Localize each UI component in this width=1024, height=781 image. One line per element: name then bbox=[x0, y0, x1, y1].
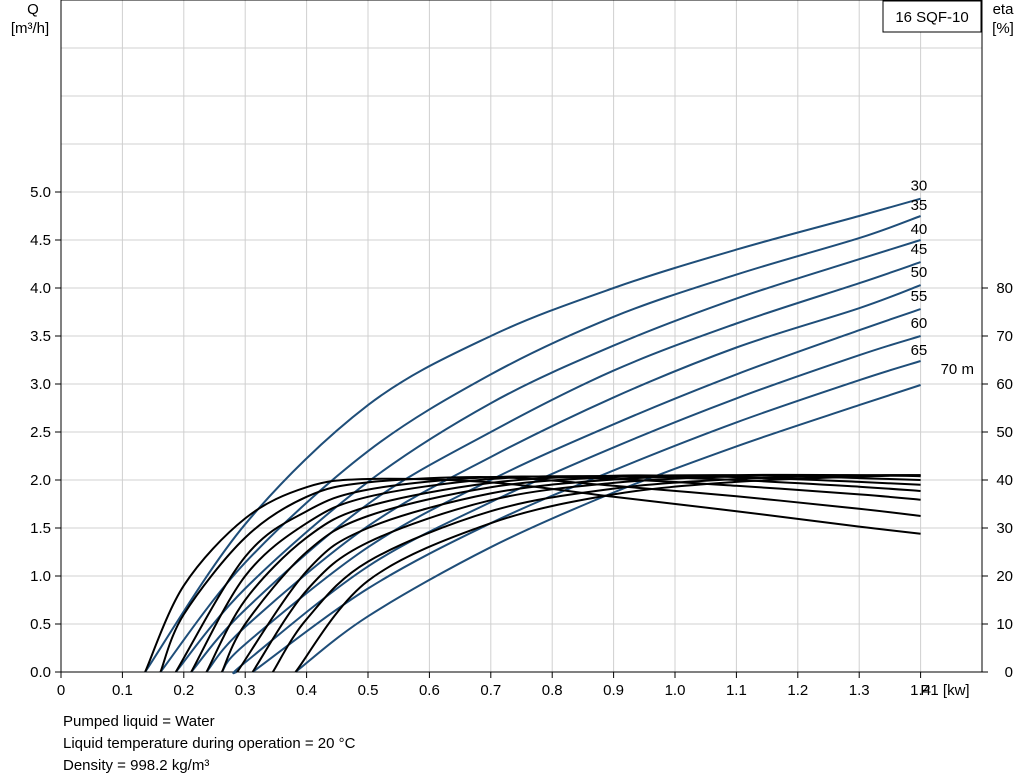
left-tick-label: 5.0 bbox=[30, 184, 51, 201]
right-tick-label: 0 bbox=[1005, 664, 1013, 681]
flow-curve-label: 55 bbox=[911, 288, 928, 305]
flow-curve-label: 45 bbox=[911, 241, 928, 258]
footnote-temperature: Liquid temperature during operation = 20… bbox=[63, 735, 356, 752]
right-tick-label: 60 bbox=[996, 376, 1013, 393]
flow-curve-label: 35 bbox=[911, 197, 928, 214]
flow-curve-labels: 30 35 40 45 50 55 60 65 70 m bbox=[911, 178, 974, 378]
flow-curve-55 bbox=[221, 308, 921, 673]
flow-curves bbox=[144, 197, 921, 675]
flow-curve-label: 50 bbox=[911, 264, 928, 281]
efficiency-curve-2 bbox=[159, 476, 921, 673]
right-tick-label: 10 bbox=[996, 616, 1013, 633]
right-axis-title-line2: [%] bbox=[992, 20, 1014, 37]
x-tick-label: 1.3 bbox=[849, 682, 870, 699]
right-tick-label: 70 bbox=[996, 328, 1013, 345]
x-tick-label: 1.4 bbox=[910, 682, 931, 699]
flow-curve-label: 65 bbox=[911, 342, 928, 359]
x-tick-label: 0 bbox=[57, 682, 65, 699]
left-tick-label: 4.0 bbox=[30, 280, 51, 297]
left-tick-label: 2.0 bbox=[30, 472, 51, 489]
flow-curve-45 bbox=[190, 261, 921, 673]
left-tick-label: 3.0 bbox=[30, 376, 51, 393]
flow-curve-40 bbox=[175, 239, 921, 673]
flow-curve-30 bbox=[144, 197, 921, 673]
chart-title: 16 SQF-10 bbox=[895, 9, 968, 26]
footnote-liquid: Pumped liquid = Water bbox=[63, 713, 215, 730]
right-tick-label: 30 bbox=[996, 520, 1013, 537]
left-tick-label: 1.0 bbox=[30, 568, 51, 585]
flow-curve-label: 70 m bbox=[941, 361, 974, 378]
x-tick-label: 0.8 bbox=[542, 682, 563, 699]
efficiency-curve-1 bbox=[144, 477, 921, 673]
right-axis-ticks: 0 10 20 30 40 50 60 70 80 bbox=[982, 280, 1013, 681]
right-tick-label: 80 bbox=[996, 280, 1013, 297]
flow-curve-65 bbox=[252, 360, 921, 673]
x-tick-label: 0.5 bbox=[358, 682, 379, 699]
right-tick-label: 40 bbox=[996, 472, 1013, 489]
efficiency-curve-9 bbox=[271, 474, 921, 673]
flow-curve-70m bbox=[294, 384, 921, 673]
left-tick-label: 0.0 bbox=[30, 664, 51, 681]
right-tick-label: 50 bbox=[996, 424, 1013, 441]
flow-curve-50 bbox=[205, 284, 921, 673]
x-axis-title: P1 [kw] bbox=[920, 682, 969, 699]
x-tick-label: 0.2 bbox=[173, 682, 194, 699]
left-axis-ticks: 0.0 0.5 1.0 1.5 2.0 2.5 3.0 3.5 4.0 4.5 5.0 bbox=[30, 184, 61, 681]
x-tick-label: 0.1 bbox=[112, 682, 133, 699]
x-axis-ticks: 0 0.1 0.2 0.3 0.4 0.5 0.6 0.7 0.8 0.9 1.0 1.1 1.2 1.3… bbox=[57, 672, 931, 699]
chart: 0 0.1 0.2 0.3 0.4 0.5 0.6 0.7 0.8 0.9 1.0 1.1 1.2 1.3… bbox=[11, 0, 1015, 699]
efficiency-curve-4 bbox=[190, 475, 921, 673]
x-tick-label: 0.6 bbox=[419, 682, 440, 699]
efficiency-curve-3 bbox=[174, 475, 921, 673]
x-tick-label: 0.3 bbox=[235, 682, 256, 699]
left-tick-label: 0.5 bbox=[30, 616, 51, 633]
left-tick-label: 1.5 bbox=[30, 520, 51, 537]
left-tick-label: 3.5 bbox=[30, 328, 51, 345]
right-axis-title-line1: eta bbox=[993, 1, 1015, 18]
efficiency-curves bbox=[144, 473, 921, 673]
left-axis-title-line2: [m³/h] bbox=[11, 20, 49, 37]
efficiency-curve-10 bbox=[294, 474, 921, 673]
left-tick-label: 4.5 bbox=[30, 232, 51, 249]
x-tick-label: 0.7 bbox=[480, 682, 501, 699]
x-tick-label: 0.9 bbox=[603, 682, 624, 699]
x-tick-label: 0.4 bbox=[296, 682, 317, 699]
left-tick-label: 2.5 bbox=[30, 424, 51, 441]
x-tick-label: 1.0 bbox=[665, 682, 686, 699]
footnote-density: Density = 998.2 kg/m³ bbox=[63, 757, 210, 774]
right-tick-label: 20 bbox=[996, 568, 1013, 585]
flow-curve-60 bbox=[232, 335, 921, 675]
left-axis-title-line1: Q bbox=[27, 1, 39, 18]
flow-curve-label: 60 bbox=[911, 315, 928, 332]
flow-curve-35 bbox=[159, 215, 921, 673]
title-box bbox=[882, 0, 982, 33]
flow-curve-label: 30 bbox=[911, 178, 928, 195]
x-tick-label: 1.2 bbox=[787, 682, 808, 699]
flow-curve-label: 40 bbox=[911, 221, 928, 238]
x-tick-label: 1.1 bbox=[726, 682, 747, 699]
efficiency-curve-8 bbox=[251, 474, 921, 673]
